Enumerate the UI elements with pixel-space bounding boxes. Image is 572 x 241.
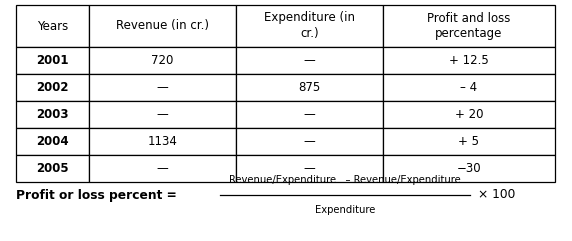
Text: Expenditure: Expenditure bbox=[315, 205, 375, 215]
Bar bbox=[236, 155, 383, 182]
Text: Expenditure (in
cr.): Expenditure (in cr.) bbox=[264, 12, 355, 40]
Bar bbox=[236, 101, 383, 128]
Bar bbox=[236, 74, 383, 101]
Text: Years: Years bbox=[37, 20, 68, 33]
Bar bbox=[383, 5, 555, 47]
Text: + 20: + 20 bbox=[455, 108, 483, 121]
Text: —: — bbox=[304, 54, 315, 67]
Bar bbox=[16, 74, 89, 101]
Bar bbox=[383, 128, 555, 155]
Bar bbox=[89, 101, 236, 128]
Bar bbox=[89, 47, 236, 74]
Bar bbox=[383, 74, 555, 101]
Text: Profit and loss
percentage: Profit and loss percentage bbox=[427, 12, 511, 40]
Text: —: — bbox=[304, 135, 315, 148]
Text: 2003: 2003 bbox=[36, 108, 69, 121]
Text: —: — bbox=[157, 108, 168, 121]
Text: —: — bbox=[157, 162, 168, 175]
Text: Revenue/Expenditure   – Revenue/Expenditure: Revenue/Expenditure – Revenue/Expenditur… bbox=[229, 175, 461, 185]
Text: −30: −30 bbox=[456, 162, 481, 175]
Text: + 5: + 5 bbox=[459, 135, 479, 148]
Text: 2001: 2001 bbox=[36, 54, 69, 67]
Bar bbox=[383, 47, 555, 74]
Text: 2004: 2004 bbox=[36, 135, 69, 148]
Text: – 4: – 4 bbox=[460, 81, 478, 94]
Text: Revenue (in cr.): Revenue (in cr.) bbox=[116, 20, 209, 33]
Text: + 12.5: + 12.5 bbox=[449, 54, 489, 67]
Bar bbox=[236, 5, 383, 47]
Text: 1134: 1134 bbox=[148, 135, 177, 148]
Text: 720: 720 bbox=[152, 54, 174, 67]
Bar bbox=[383, 155, 555, 182]
Bar bbox=[89, 5, 236, 47]
Text: 875: 875 bbox=[299, 81, 321, 94]
Text: —: — bbox=[304, 108, 315, 121]
Bar bbox=[16, 101, 89, 128]
Bar bbox=[16, 155, 89, 182]
Bar bbox=[236, 128, 383, 155]
Bar bbox=[236, 47, 383, 74]
Bar bbox=[89, 74, 236, 101]
Bar bbox=[16, 5, 89, 47]
Bar bbox=[16, 128, 89, 155]
Bar bbox=[89, 155, 236, 182]
Text: —: — bbox=[157, 81, 168, 94]
Bar bbox=[383, 101, 555, 128]
Text: —: — bbox=[304, 162, 315, 175]
Bar bbox=[89, 128, 236, 155]
Text: × 100: × 100 bbox=[478, 188, 515, 201]
Text: Profit or loss percent =: Profit or loss percent = bbox=[16, 188, 177, 201]
Text: 2005: 2005 bbox=[36, 162, 69, 175]
Text: 2002: 2002 bbox=[36, 81, 69, 94]
Bar bbox=[16, 47, 89, 74]
